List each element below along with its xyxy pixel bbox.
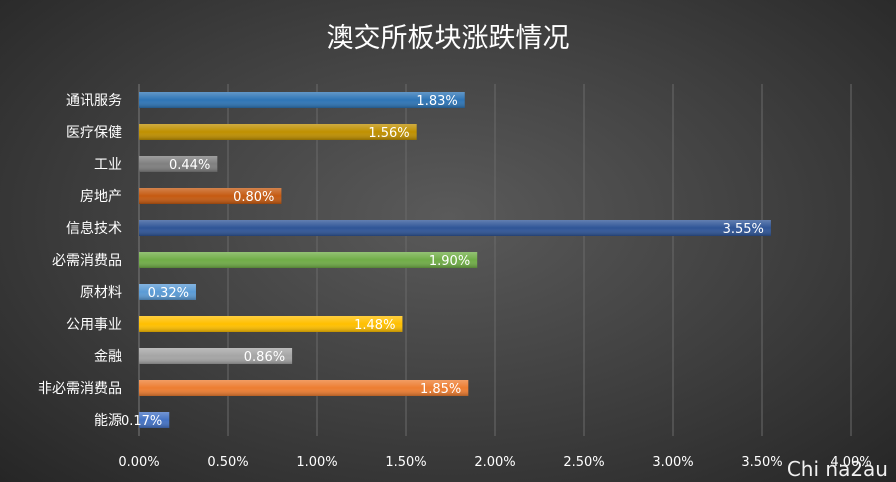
- x-tick-label: 3.00%: [652, 455, 693, 470]
- data-labels: 1.83% 1.56% 0.44% 0.80% 3.55% 1.90% 0.32% 1.48%…: [121, 94, 764, 429]
- bar-shade: [139, 380, 469, 396]
- category-label: 信息技术: [66, 220, 122, 237]
- category-label: 必需消费品: [52, 253, 122, 269]
- category-label: 公用事业: [66, 317, 122, 333]
- bar-shade: [139, 412, 170, 428]
- data-label: 0.80%: [233, 190, 274, 205]
- bar-shade: [139, 316, 403, 332]
- watermark: Chi na2au: [787, 457, 888, 481]
- bar-shade: [139, 156, 218, 172]
- bar-shade: [139, 188, 282, 204]
- category-label: 通讯服务: [66, 93, 122, 109]
- bar-shade: [139, 284, 196, 300]
- chart-title: 澳交所板块涨跌情况: [327, 23, 570, 54]
- bar-shade: [139, 124, 417, 140]
- x-tick-label: 2.50%: [563, 455, 604, 470]
- bar-shade: [139, 348, 293, 364]
- bar-shade: [139, 220, 771, 236]
- data-label: 0.17%: [121, 414, 162, 429]
- category-label: 原材料: [80, 285, 122, 301]
- category-label: 房地产: [80, 189, 122, 205]
- data-label: 1.83%: [416, 94, 457, 109]
- x-tick-label: 0.00%: [118, 455, 159, 470]
- data-label: 1.90%: [429, 254, 470, 269]
- x-tick-label: 4.00%: [830, 455, 871, 470]
- data-label: 1.56%: [368, 126, 409, 141]
- data-label: 0.44%: [169, 158, 210, 173]
- x-tick-label: 2.00%: [474, 455, 515, 470]
- x-tick-label: 3.50%: [741, 455, 782, 470]
- bars: [139, 92, 771, 428]
- data-label: 1.48%: [354, 318, 395, 333]
- category-label: 金融: [94, 349, 122, 365]
- data-label: 3.55%: [723, 222, 764, 237]
- x-tick-labels: 0.00% 0.50% 1.00% 1.50% 2.00% 2.50% 3.00% 3.50%…: [118, 455, 871, 470]
- bar-shade: [139, 252, 478, 268]
- x-tick-label: 1.50%: [385, 455, 426, 470]
- x-tick-label: 0.50%: [207, 455, 248, 470]
- data-label: 1.85%: [420, 382, 461, 397]
- data-label: 0.86%: [244, 350, 285, 365]
- category-label: 能源: [94, 413, 122, 429]
- data-label: 0.32%: [148, 286, 189, 301]
- category-label: 医疗保健: [66, 125, 122, 141]
- category-label: 工业: [94, 157, 122, 173]
- category-label: 非必需消费品: [38, 381, 122, 397]
- x-tick-label: 1.00%: [296, 455, 337, 470]
- bar-shade: [139, 92, 465, 108]
